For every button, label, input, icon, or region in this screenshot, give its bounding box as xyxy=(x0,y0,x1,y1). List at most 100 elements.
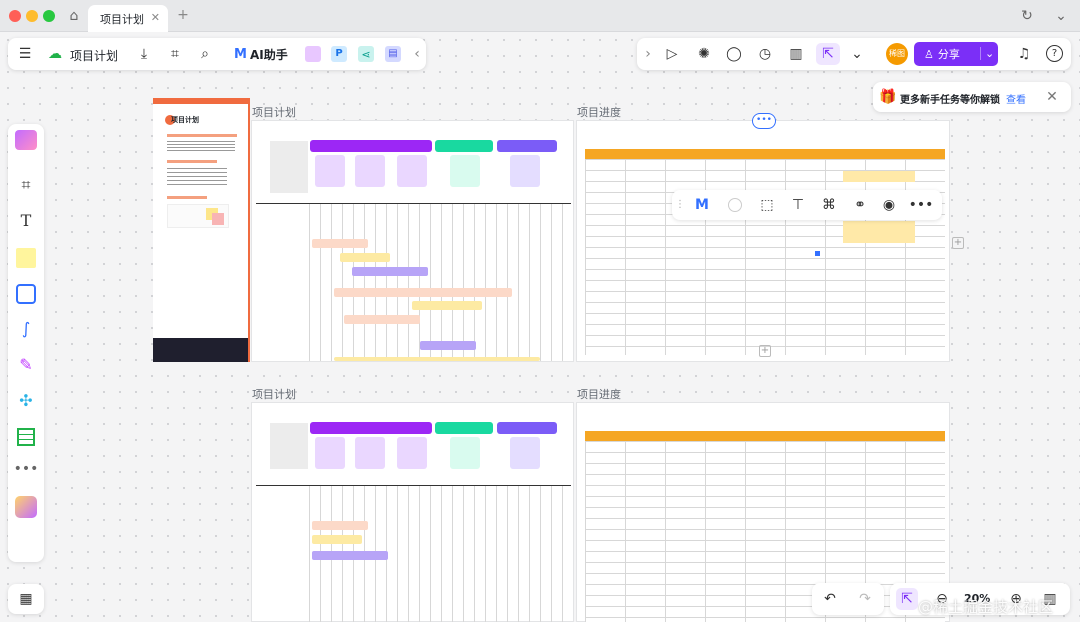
table-tool-icon[interactable] xyxy=(17,428,35,446)
download-icon[interactable]: ⤓ xyxy=(140,46,148,62)
cover-heading-line xyxy=(167,134,237,137)
more-tools-icon[interactable]: ••• xyxy=(13,461,39,477)
redo-icon[interactable]: ↷ xyxy=(859,591,871,607)
comment-icon[interactable]: ◯ xyxy=(726,46,742,62)
timer-icon[interactable]: ◷ xyxy=(758,46,772,62)
new-tab-icon[interactable]: + xyxy=(177,7,189,23)
project-progress-frame[interactable]: ••• + xyxy=(576,113,950,362)
progress-table-grid xyxy=(585,441,945,622)
refresh-icon[interactable]: ↻ xyxy=(1021,8,1033,24)
undo-icon[interactable]: ↶ xyxy=(824,591,836,607)
menu-icon[interactable]: ☰ xyxy=(18,46,32,62)
tag-icon[interactable]: ⌗ xyxy=(171,46,179,62)
whiteboard-canvas[interactable]: ☰ ☁ 项目计划 ⤓ ⌗ ⌕ M AI助手 P ⋖ ▤ ‹ › ▷ ✺ ◯ ◷ … xyxy=(0,32,1080,622)
collapse-toolbar-icon[interactable]: ‹ xyxy=(414,46,420,62)
cover-text-block xyxy=(167,141,235,153)
user-avatar[interactable]: 稀图 xyxy=(886,43,908,65)
help-icon[interactable]: ? xyxy=(1046,45,1063,62)
zoom-level[interactable]: 20% xyxy=(964,592,991,605)
project-plan-frame-copy[interactable] xyxy=(251,402,574,622)
watermark: @稀土掘金技术社区 xyxy=(918,598,1054,616)
app-plugin-icon[interactable] xyxy=(15,496,37,518)
project-plan-frame[interactable] xyxy=(251,120,574,362)
minimap-toggle: ▦ xyxy=(8,584,44,614)
tab-project-plan[interactable]: 项目计划 ✕ xyxy=(88,5,168,32)
text-format-icon[interactable]: ⊤ xyxy=(791,197,805,213)
image-plugin-icon[interactable] xyxy=(305,46,321,62)
frame-label[interactable]: 项目进度 xyxy=(577,106,621,119)
ai-logo-icon[interactable]: M xyxy=(695,197,709,213)
share-button[interactable]: ♙ 分享 ⌄ xyxy=(914,42,998,66)
doc-title[interactable]: 项目计划 xyxy=(70,49,119,63)
border-style-icon[interactable]: ⬚ xyxy=(760,197,774,213)
onboarding-notice: 🎁 更多新手任务等你解锁 查看 ✕ xyxy=(873,82,1071,112)
phase-bar-purple xyxy=(310,140,432,152)
notice-view-link[interactable]: 查看 xyxy=(1006,95,1026,106)
more-options-icon[interactable]: ••• xyxy=(908,197,934,213)
share-dropdown-icon[interactable]: ⌄ xyxy=(980,47,994,60)
close-notice-icon[interactable]: ✕ xyxy=(1046,89,1058,105)
zoom-in-icon[interactable]: ⊕ xyxy=(1010,591,1022,607)
fill-color-icon[interactable] xyxy=(728,198,742,212)
bell-icon[interactable]: ♫ xyxy=(1017,46,1031,62)
milestone-card xyxy=(397,437,427,469)
cover-document[interactable]: 项目计划 xyxy=(153,98,250,362)
phase-bar-violet xyxy=(497,140,557,152)
cover-sticky xyxy=(212,213,224,225)
text-tool-icon[interactable]: T xyxy=(20,211,32,230)
sticky-note-icon[interactable] xyxy=(16,248,36,268)
p-plugin-icon[interactable]: P xyxy=(331,46,347,62)
share-graph-plugin-icon[interactable]: ⋖ xyxy=(358,46,374,62)
frame-label[interactable]: 项目计划 xyxy=(252,388,296,401)
milestone-card xyxy=(397,155,427,187)
presentation-icon[interactable]: ▷ xyxy=(666,46,678,62)
add-row-icon[interactable]: + xyxy=(759,345,771,357)
top-right-toolbar: › ▷ ✺ ◯ ◷ ▥ ⇱ ⌄ 稀图 ♙ 分享 ⌄ ♫ ? xyxy=(637,38,1071,70)
task-bar xyxy=(412,301,482,310)
add-column-icon[interactable]: + xyxy=(952,237,964,249)
phase-bar-purple xyxy=(310,422,432,434)
connector-tool-icon[interactable]: ∫ xyxy=(21,319,31,338)
expand-toolbar-icon[interactable]: › xyxy=(645,46,651,62)
project-progress-frame-copy[interactable] xyxy=(576,402,950,622)
frame-options-icon[interactable]: ••• xyxy=(752,113,776,129)
milestone-card xyxy=(510,437,540,469)
minimize-window-button[interactable] xyxy=(26,10,38,22)
comment-plugin-icon[interactable]: ▤ xyxy=(385,46,401,62)
task-bar xyxy=(352,267,428,276)
more-chevron-icon[interactable]: ⌄ xyxy=(851,46,863,62)
frame-label[interactable]: 项目计划 xyxy=(252,106,296,119)
maximize-window-button[interactable] xyxy=(43,10,55,22)
ai-assistant-button[interactable]: M AI助手 xyxy=(234,46,288,63)
link-icon[interactable]: ⚭ xyxy=(854,197,866,213)
close-window-button[interactable] xyxy=(9,10,21,22)
frame-tool-icon[interactable]: ⌗ xyxy=(21,175,31,194)
milestone-card xyxy=(355,155,385,187)
minimap-icon[interactable]: ▦ xyxy=(19,591,33,607)
select-cursor-icon[interactable]: ⇱ xyxy=(896,588,918,610)
zoom-out-icon[interactable]: ⊖ xyxy=(936,591,948,607)
pen-tool-icon[interactable]: ✎ xyxy=(19,355,33,374)
vote-icon[interactable]: ▥ xyxy=(789,46,803,62)
task-bar xyxy=(340,253,390,262)
home-icon[interactable]: ⌂ xyxy=(69,8,79,24)
drag-handle-icon[interactable]: ⋮ xyxy=(675,199,685,210)
shape-tool-icon[interactable] xyxy=(16,284,36,304)
template-icon[interactable] xyxy=(15,130,37,150)
visibility-icon[interactable]: ◉ xyxy=(882,197,896,213)
map-view-icon[interactable]: ▥ xyxy=(1043,591,1057,607)
mindmap-tool-icon[interactable]: ✣ xyxy=(19,391,33,410)
frame-label[interactable]: 项目进度 xyxy=(577,388,621,401)
follow-cursor-icon[interactable]: ⇱ xyxy=(816,43,840,65)
cover-heading-line xyxy=(167,196,207,199)
celebrate-icon[interactable]: ✺ xyxy=(698,46,710,62)
milestone-card xyxy=(315,437,345,469)
search-icon[interactable]: ⌕ xyxy=(201,46,209,62)
close-tab-icon[interactable]: ✕ xyxy=(150,11,160,24)
task-bar xyxy=(420,341,476,350)
format-painter-icon[interactable]: ⌘ xyxy=(822,197,836,213)
task-bar xyxy=(312,521,368,530)
cell-selection-handle[interactable] xyxy=(815,251,820,256)
gantt-row-header xyxy=(270,141,308,193)
chevron-down-icon[interactable]: ⌄ xyxy=(1055,8,1067,24)
